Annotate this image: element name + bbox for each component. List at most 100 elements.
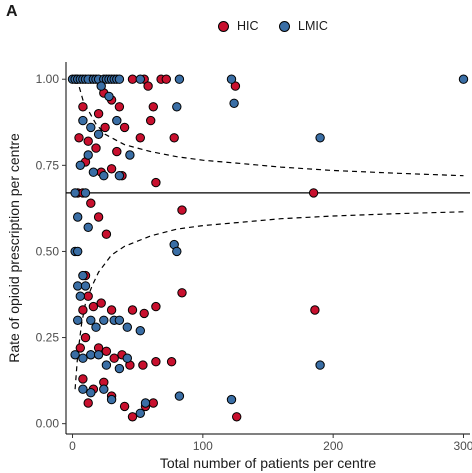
data-point-hic <box>83 291 93 301</box>
data-point-lmic <box>174 74 185 84</box>
x-tick-label: 100 <box>193 439 213 453</box>
legend-label-hic: HIC <box>237 19 259 33</box>
y-axis-title: Rate of opioid prescription per centre <box>6 133 22 363</box>
data-point-lmic <box>114 74 125 84</box>
data-point-lmic <box>83 222 93 233</box>
data-point-lmic <box>135 326 146 336</box>
data-point-hic <box>310 305 320 315</box>
data-point-hic <box>114 102 125 112</box>
data-point-lmic <box>96 81 106 91</box>
data-point-lmic <box>226 74 237 84</box>
data-point-hic <box>75 343 86 353</box>
data-point-hic <box>83 398 93 408</box>
data-point-lmic <box>91 322 101 332</box>
funnel-upper-limit <box>74 78 464 177</box>
data-point-hic <box>101 229 112 239</box>
x-tick-label: 300 <box>453 439 472 453</box>
data-point-lmic <box>99 171 109 181</box>
data-point-lmic <box>78 384 88 394</box>
data-point-hic <box>106 164 117 174</box>
data-point-lmic <box>104 91 114 102</box>
y-tick-label: 1.00 <box>36 72 60 86</box>
panel-label: A <box>6 3 18 20</box>
data-point-hic <box>139 308 149 319</box>
data-point-lmic <box>78 270 88 281</box>
data-point-lmic <box>114 363 125 374</box>
data-point-hic <box>127 305 138 315</box>
data-point-lmic <box>226 394 237 405</box>
data-point-hic <box>91 143 101 153</box>
data-point-lmic <box>135 74 146 84</box>
data-point-hic <box>308 188 319 198</box>
data-point-lmic <box>83 150 93 160</box>
data-point-hic <box>86 198 96 208</box>
data-point-lmic <box>112 115 122 126</box>
legend-label-lmic: LMIC <box>298 19 328 33</box>
x-tick-label: 0 <box>69 439 76 453</box>
data-point-lmic <box>172 102 182 112</box>
axis-labels: Total number of patients per centre Rate … <box>6 133 376 471</box>
data-point-lmic <box>86 388 96 398</box>
data-point-hic <box>151 357 161 367</box>
data-point-hic <box>78 374 88 384</box>
data-point-hic <box>112 146 122 157</box>
data-point-hic <box>78 102 88 112</box>
data-point-lmic <box>174 391 185 401</box>
data-point-lmic <box>80 188 91 198</box>
data-point-lmic <box>86 315 96 325</box>
data-point-hic <box>78 305 88 315</box>
data-point-lmic <box>315 360 325 370</box>
data-point-lmic <box>78 353 88 363</box>
x-tick-label: 200 <box>323 439 343 453</box>
legend-item-lmic: LMIC <box>279 19 328 33</box>
y-tick-label: 0.75 <box>36 158 60 172</box>
data-point-lmic <box>140 398 151 408</box>
data-points <box>67 74 469 422</box>
data-point-lmic <box>125 150 135 160</box>
data-point-hic <box>232 412 242 422</box>
data-point-lmic <box>75 160 86 171</box>
data-point-lmic <box>73 212 83 222</box>
data-point-lmic <box>114 315 125 325</box>
data-point-hic <box>127 412 138 422</box>
data-point-hic <box>143 81 153 91</box>
data-point-hic <box>161 74 172 84</box>
legend: HIC LMIC <box>0 19 472 37</box>
data-point-hic <box>93 109 104 119</box>
data-point-lmic <box>80 281 91 291</box>
data-point-hic <box>119 401 130 412</box>
data-point-hic <box>177 288 187 298</box>
data-point-hic <box>230 81 241 91</box>
data-point-lmic <box>78 115 88 126</box>
data-point-lmic <box>315 133 325 143</box>
data-point-lmic <box>93 129 104 140</box>
axes: 0 100 200 300 0.00 0.25 0.50 0.75 1.00 <box>36 62 472 453</box>
data-point-hic <box>151 301 161 312</box>
data-point-hic <box>100 122 110 133</box>
data-point-lmic <box>73 315 83 325</box>
data-point-lmic <box>99 384 109 394</box>
data-point-lmic <box>86 122 96 133</box>
data-point-hic <box>74 133 84 143</box>
data-point-hic <box>138 360 148 370</box>
data-point-lmic <box>122 322 133 332</box>
data-point-lmic <box>73 281 83 291</box>
data-point-hic <box>101 346 112 356</box>
data-point-lmic <box>99 315 109 325</box>
data-point-lmic <box>458 74 469 84</box>
data-point-hic <box>119 122 130 133</box>
data-point-lmic <box>106 394 117 405</box>
data-point-hic <box>80 332 91 343</box>
data-point-hic <box>166 357 177 367</box>
data-point-lmic <box>172 246 182 257</box>
data-point-lmic <box>88 167 99 177</box>
legend-marker-hic <box>218 20 229 32</box>
data-point-hic <box>148 398 159 408</box>
data-point-hic <box>146 115 156 126</box>
data-point-lmic <box>73 246 83 257</box>
data-point-lmic <box>114 171 125 181</box>
legend-marker-lmic <box>279 20 290 32</box>
data-point-lmic <box>122 353 133 363</box>
data-point-hic <box>109 353 119 363</box>
data-point-lmic <box>75 291 86 301</box>
